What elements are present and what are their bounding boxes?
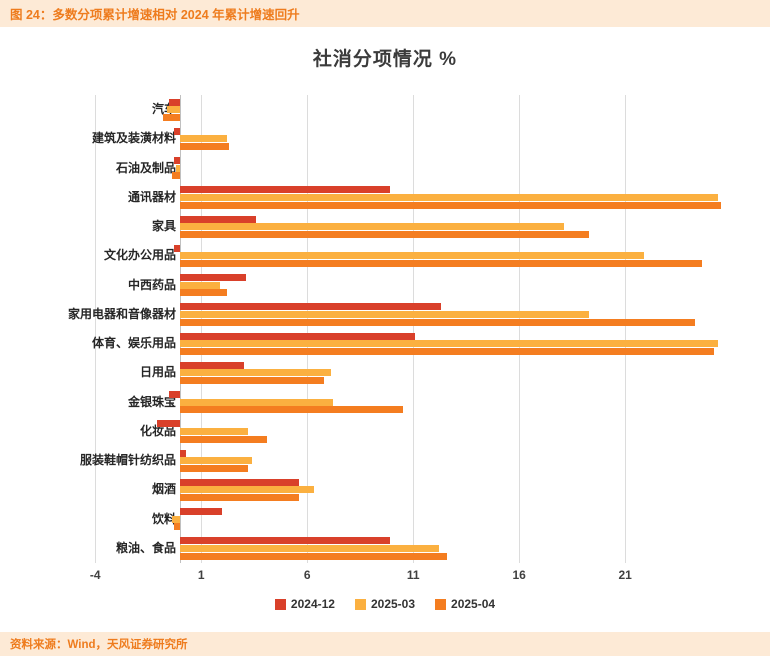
bar-2025-03 <box>180 310 590 318</box>
gridline <box>201 95 203 563</box>
bar-2025-04 <box>180 464 248 472</box>
bar-2025-03 <box>180 486 314 494</box>
bar-2025-04 <box>173 523 180 531</box>
category-label: 家具 <box>151 219 176 233</box>
bar-2024-12 <box>173 157 180 165</box>
bar-2025-03 <box>180 252 645 260</box>
legend-item: 2024-12 <box>274 597 335 611</box>
figure-caption: 图 24：多数分项累计增速相对 2024 年累计增速回升 <box>10 8 300 22</box>
gridline <box>307 95 309 563</box>
category-label: 石油及制品 <box>115 160 176 175</box>
category-label: 中西药品 <box>127 277 176 292</box>
category-label: 化妆品 <box>139 423 176 438</box>
category-label: 烟酒 <box>151 482 176 497</box>
bar-2024-12 <box>173 127 180 135</box>
bar-2025-03 <box>180 281 221 289</box>
bar-2025-04 <box>180 347 715 355</box>
category-label: 服装鞋帽针纺织品 <box>79 453 176 467</box>
bar-2025-04 <box>180 435 267 443</box>
category-label: 家用电器和音像器材 <box>67 306 176 321</box>
bar-2024-12 <box>156 420 180 428</box>
gridline <box>413 95 415 563</box>
bar-2025-03 <box>180 340 719 348</box>
bar-2024-12 <box>180 537 390 545</box>
bar-2024-12 <box>180 361 244 369</box>
bar-2025-04 <box>180 289 227 297</box>
bar-2024-12 <box>180 332 416 340</box>
bar-2025-04 <box>180 143 229 151</box>
category-label: 日用品 <box>139 365 176 380</box>
bar-2024-12 <box>180 508 223 516</box>
bar-2024-12 <box>169 391 180 399</box>
legend-item: 2025-03 <box>354 597 416 611</box>
bar-2025-03 <box>180 398 333 406</box>
bar-2025-04 <box>180 318 696 326</box>
bar-2025-03 <box>180 223 564 231</box>
category-label: 粮油、食品 <box>115 540 176 555</box>
x-axis-tick-label: 6 <box>303 568 311 582</box>
bar-2025-03 <box>167 106 180 114</box>
x-axis-tick-label: 11 <box>406 568 420 582</box>
bar-2025-03 <box>180 369 331 377</box>
category-label: 汽车 <box>151 102 176 116</box>
bar-2025-03 <box>180 193 719 201</box>
category-label: 饮料 <box>151 511 176 526</box>
figure-caption-bar: 图 24：多数分项累计增速相对 2024 年累计增速回升 <box>0 0 770 27</box>
gridline <box>625 95 627 563</box>
bar-2025-04 <box>180 230 590 238</box>
bar-2025-03 <box>171 515 180 523</box>
bar-2024-12 <box>180 303 441 311</box>
source-text: 资料来源：Wind，天风证券研究所 <box>10 639 188 651</box>
legend-label: 2025-03 <box>370 597 416 611</box>
bar-2025-03 <box>180 457 253 465</box>
category-label: 文化办公用品 <box>103 248 176 263</box>
legend-label: 2025-04 <box>451 597 496 611</box>
source-bar: 资料来源：Wind，天风证券研究所 <box>0 632 770 656</box>
bar-2024-12 <box>180 274 246 282</box>
chart-title: 社消分项情况 % <box>312 49 458 70</box>
bar-2024-12 <box>180 186 390 194</box>
category-label: 体育、娱乐用品 <box>91 336 176 350</box>
bar-2025-04 <box>180 260 702 268</box>
x-axis-tick-label: 21 <box>618 568 632 582</box>
gridline <box>519 95 521 563</box>
bar-2025-04 <box>171 172 180 180</box>
bar-2024-12 <box>180 449 187 457</box>
bar-2025-04 <box>180 552 448 560</box>
category-label: 金银珠宝 <box>127 394 176 409</box>
x-axis-tick-label: 16 <box>512 568 526 582</box>
plot-area: 汽车建筑及装潢材料石油及制品通讯器材家具文化办公用品中西药品家用电器和音像器材体… <box>0 95 770 563</box>
bar-2025-04 <box>180 201 721 209</box>
bar-2025-03 <box>175 164 180 172</box>
bar-2025-04 <box>180 406 403 414</box>
bar-2024-12 <box>169 98 180 106</box>
bar-2025-04 <box>180 377 325 385</box>
legend-swatch <box>435 598 447 610</box>
x-axis-tick-label: 1 <box>197 568 205 582</box>
category-label: 通讯器材 <box>127 189 176 204</box>
bar-2024-12 <box>173 244 180 252</box>
chart-legend: 2024-12 2025-03 2025-04 <box>0 597 770 611</box>
gridline <box>95 95 97 563</box>
bar-2025-03 <box>180 427 248 435</box>
legend-swatch <box>354 598 366 610</box>
legend-item: 2025-04 <box>435 597 495 611</box>
legend-swatch <box>274 598 286 610</box>
bar-2025-03 <box>180 544 439 552</box>
x-axis-tick-label: -4 <box>89 568 101 582</box>
bar-2024-12 <box>180 478 299 486</box>
bar-2025-03 <box>180 135 227 143</box>
category-axis-line <box>180 95 181 563</box>
legend-label: 2024-12 <box>290 597 335 611</box>
bar-2025-04 <box>163 113 180 121</box>
bar-2024-12 <box>180 215 257 223</box>
bar-2025-04 <box>180 494 299 502</box>
category-label: 建筑及装潢材料 <box>91 131 176 146</box>
